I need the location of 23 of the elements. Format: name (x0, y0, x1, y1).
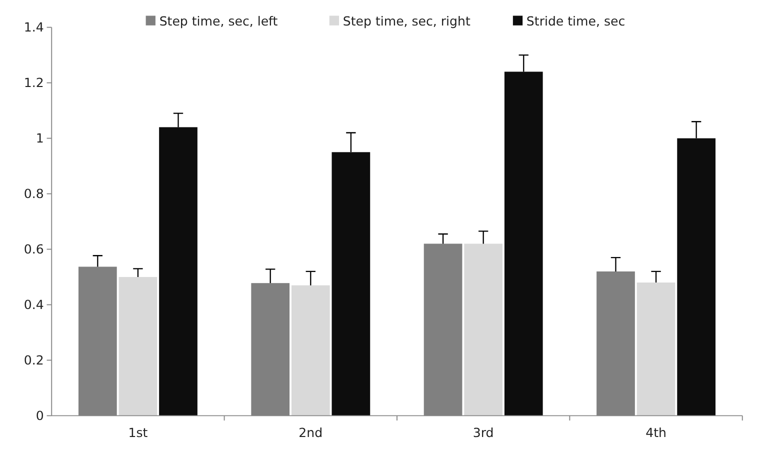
x-tick-label: 4th (646, 424, 666, 440)
x-tick-label: 1st (128, 424, 148, 440)
legend-label: Step time, sec, left (159, 13, 278, 28)
bar (332, 152, 370, 416)
y-tick-label: 1.4 (24, 20, 44, 35)
legend-label: Step time, sec, right (342, 13, 470, 28)
legend-label: Stride time, sec (526, 13, 626, 28)
y-tick-label: 1.2 (24, 75, 44, 90)
bar (159, 127, 198, 416)
bar (677, 138, 716, 416)
y-tick-label: 1 (36, 130, 44, 146)
x-tick-label: 2nd (298, 424, 323, 440)
bar (636, 282, 676, 416)
y-tick-label: 0.8 (24, 186, 44, 202)
y-tick-label: 0.2 (24, 352, 44, 368)
bar (118, 276, 158, 416)
y-tick-label: 0.4 (24, 297, 44, 312)
x-tick-label: 3rd (472, 424, 494, 440)
bar (464, 244, 503, 416)
bar (504, 72, 543, 416)
bar (291, 285, 330, 416)
y-tick-label: 0 (36, 408, 44, 424)
y-tick-label: 0.6 (24, 242, 44, 257)
